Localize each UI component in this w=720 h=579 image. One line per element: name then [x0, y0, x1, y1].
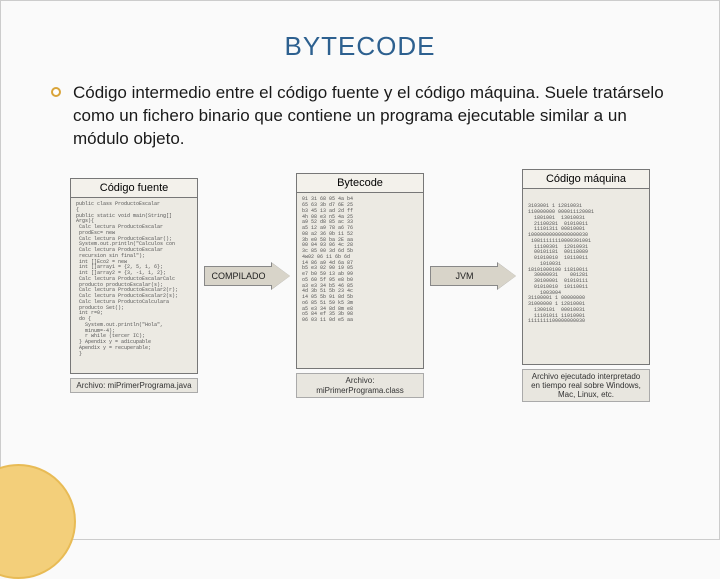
bullet-icon	[51, 87, 61, 97]
source-caption: Archivo: miPrimerPrograma.java	[70, 378, 198, 393]
jvm-label: JVM	[430, 266, 498, 286]
arrow-head-icon	[272, 263, 290, 289]
machine-panel: Código máquina 3103001 1 1281003i 110000…	[522, 169, 650, 365]
slide-container: BYTECODE Código intermedio entre el códi…	[1, 1, 719, 539]
bytecode-panel: Bytecode 01 3i 68 05 4a b4 65 63 3b d7 6…	[296, 173, 424, 369]
machine-header: Código máquina	[523, 170, 649, 189]
bullet-item: Código intermedio entre el código fuente…	[51, 82, 669, 151]
source-panel-wrap: Código fuente public class ProductoEscal…	[70, 178, 198, 393]
source-header: Código fuente	[71, 179, 197, 198]
machine-panel-wrap: Código máquina 3103001 1 1281003i 110000…	[522, 169, 650, 403]
body-text: Código intermedio entre el código fuente…	[73, 82, 669, 151]
bytecode-code: 01 3i 68 05 4a b4 65 63 3b d7 6E 25 b3 4…	[297, 193, 423, 368]
compile-label: COMPILADO	[204, 266, 272, 286]
compile-arrow: COMPILADO	[204, 263, 290, 289]
bytecode-diagram: Código fuente public class ProductoEscal…	[51, 169, 669, 403]
bytecode-header: Bytecode	[297, 174, 423, 193]
slide-title: BYTECODE	[51, 31, 669, 62]
jvm-arrow: JVM	[430, 263, 516, 289]
arrow-head-icon	[498, 263, 516, 289]
decorative-circle-icon	[0, 464, 76, 579]
source-panel: Código fuente public class ProductoEscal…	[70, 178, 198, 374]
source-code: public class ProductoEscalar { public st…	[71, 198, 197, 373]
bytecode-panel-wrap: Bytecode 01 3i 68 05 4a b4 65 63 3b d7 6…	[296, 173, 424, 397]
machine-code: 3103001 1 1281003i 110000000 00001112008…	[523, 189, 649, 364]
bytecode-caption: Archivo: miPrimerPrograma.class	[296, 373, 424, 397]
machine-caption: Archivo ejecutado interpretado en tiempo…	[522, 369, 650, 403]
